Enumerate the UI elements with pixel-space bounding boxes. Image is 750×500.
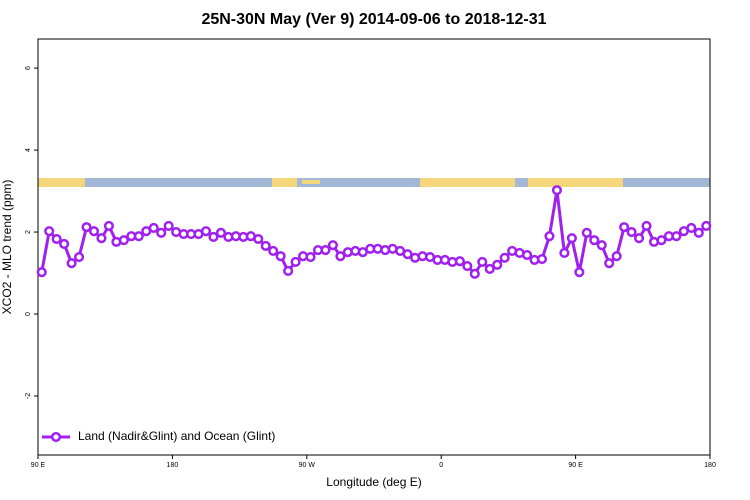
point [253, 233, 264, 245]
point [88, 226, 100, 237]
point [268, 245, 279, 256]
point [641, 220, 652, 231]
point [118, 235, 129, 246]
point [484, 263, 495, 274]
point [626, 226, 637, 238]
point [133, 231, 144, 242]
point [581, 227, 592, 238]
point [44, 226, 55, 237]
point [671, 231, 682, 242]
point [103, 220, 114, 231]
point [544, 231, 555, 242]
point [320, 245, 331, 256]
x-tick-label: 180 [167, 462, 179, 469]
point [96, 233, 107, 244]
point [611, 251, 622, 262]
point [290, 256, 301, 268]
point [200, 226, 212, 237]
x-tick-label: 90 E [568, 462, 583, 469]
point [74, 251, 85, 263]
point [215, 227, 226, 238]
point [604, 258, 615, 269]
point [589, 235, 600, 246]
point [559, 247, 570, 258]
point [81, 222, 92, 233]
point [275, 251, 286, 262]
point [36, 267, 47, 278]
x-tick-label: 0 [439, 462, 443, 469]
point [335, 251, 346, 262]
point [477, 256, 488, 268]
point [686, 222, 697, 233]
legend-marker [50, 431, 62, 443]
y-tick-label: 0 [25, 312, 32, 316]
x-axis-label: Longitude (deg E) [326, 475, 421, 489]
plot-frame [37, 38, 711, 456]
point [283, 265, 294, 277]
legend-label: Land (Nadir&Glint) and Ocean (Glint) [78, 429, 275, 443]
point [693, 227, 704, 238]
point [51, 233, 62, 245]
point [260, 240, 271, 252]
point [305, 251, 316, 263]
point [522, 249, 533, 261]
point [551, 185, 562, 196]
y-tick-label: 2 [25, 230, 32, 234]
point [469, 268, 480, 279]
land-ocean-strip [38, 178, 710, 187]
y-tick-label: 6 [25, 66, 32, 70]
x-tick-label: 90 E [31, 462, 46, 469]
point [574, 267, 585, 278]
point [66, 258, 77, 269]
point [163, 220, 174, 231]
point [156, 227, 167, 238]
point [327, 240, 338, 251]
point [148, 222, 159, 233]
point [499, 252, 510, 263]
point [402, 249, 413, 260]
point [454, 256, 465, 267]
chart-title: 25N-30N May (Ver 9) 2014-09-06 to 2018-1… [201, 11, 546, 28]
point [536, 254, 548, 265]
point [566, 233, 577, 244]
point [462, 261, 473, 272]
y-axis-label: XCO2 - MLO trend (ppm) [0, 180, 14, 315]
y-tick-label: 4 [25, 148, 32, 152]
point [492, 259, 503, 270]
x-tick-label: 90 W [299, 462, 316, 469]
point [701, 220, 712, 231]
point [596, 240, 607, 251]
x-tick-label: 180 [704, 462, 716, 469]
point [656, 235, 667, 246]
point [619, 222, 630, 233]
point [634, 233, 645, 244]
y-tick-label: -2 [25, 393, 32, 399]
point [59, 238, 70, 249]
point [208, 231, 219, 243]
